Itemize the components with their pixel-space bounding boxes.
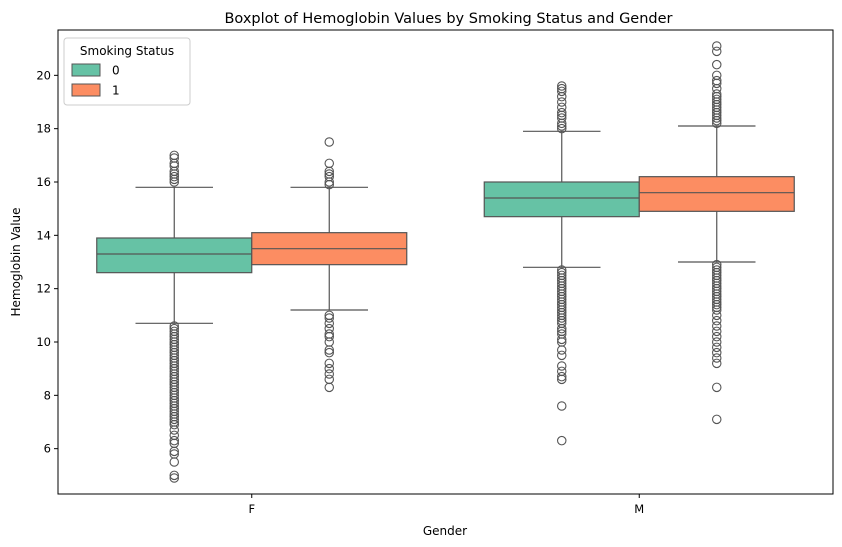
outlier-point bbox=[324, 158, 334, 169]
outlier-point bbox=[711, 321, 722, 331]
outlier-point bbox=[324, 169, 334, 179]
outlier-point bbox=[324, 318, 334, 329]
plot-area bbox=[96, 41, 795, 483]
legend-swatch bbox=[71, 63, 101, 77]
legend-label: 0 bbox=[112, 64, 120, 78]
outlier-point bbox=[711, 337, 722, 347]
outlier-point bbox=[711, 59, 722, 70]
outlier-point bbox=[711, 353, 722, 363]
outlier-point bbox=[556, 123, 567, 134]
outlier-point bbox=[556, 107, 567, 118]
outlier-point bbox=[324, 331, 334, 342]
x-tick-label: F bbox=[248, 502, 255, 516]
outlier-point bbox=[711, 326, 722, 337]
outlier-point bbox=[556, 345, 567, 355]
box-iqr bbox=[483, 181, 640, 218]
outlier-point bbox=[711, 70, 722, 81]
outlier-point bbox=[556, 374, 567, 385]
outlier-point bbox=[556, 83, 567, 94]
y-tick-label: 8 bbox=[44, 388, 51, 402]
outlier-point bbox=[711, 94, 722, 105]
outlier-point bbox=[169, 414, 180, 425]
outlier-point bbox=[556, 401, 567, 411]
y-tick-label: 10 bbox=[36, 335, 51, 349]
outlier-point bbox=[556, 435, 567, 446]
outlier-point bbox=[556, 97, 567, 107]
box-iqr bbox=[638, 176, 795, 212]
outlier-point bbox=[556, 334, 567, 345]
y-tick-label: 18 bbox=[36, 122, 51, 136]
box-iqr bbox=[96, 237, 253, 274]
outlier-point bbox=[711, 358, 722, 369]
outlier-point bbox=[711, 310, 722, 321]
y-tick-label: 14 bbox=[36, 228, 51, 242]
outlier-point bbox=[711, 46, 722, 57]
outlier-point bbox=[711, 75, 722, 86]
outlier-point bbox=[324, 337, 334, 347]
legend-title: Smoking Status bbox=[80, 44, 174, 58]
box-F-series-0 bbox=[96, 150, 253, 483]
outlier-point bbox=[556, 81, 567, 91]
legend: Smoking Status 0 1 bbox=[63, 37, 191, 106]
outlier-point bbox=[711, 382, 722, 393]
outlier-point bbox=[169, 425, 180, 435]
legend-swatch bbox=[71, 83, 101, 97]
outlier-point bbox=[169, 171, 180, 182]
outlier-point bbox=[324, 345, 334, 355]
outlier-point bbox=[169, 435, 180, 446]
outlier-point bbox=[324, 171, 334, 182]
box-F-series-1 bbox=[251, 137, 408, 393]
outlier-point bbox=[711, 414, 722, 425]
y-axis: 6 8 10 12 14 16 18 20 bbox=[36, 68, 58, 456]
outlier-point bbox=[556, 113, 567, 123]
outlier-point bbox=[711, 299, 722, 310]
outlier-point bbox=[556, 313, 567, 323]
outlier-point bbox=[556, 361, 567, 371]
outlier-point bbox=[324, 347, 334, 358]
x-axis-label: Gender bbox=[423, 524, 467, 538]
outlier-point bbox=[169, 473, 180, 483]
y-tick-label: 12 bbox=[36, 282, 51, 296]
outlier-point bbox=[169, 470, 180, 481]
outlier-point bbox=[711, 89, 722, 99]
outlier-point bbox=[169, 153, 180, 163]
legend-label: 1 bbox=[112, 84, 120, 98]
outlier-point bbox=[169, 419, 180, 430]
y-tick-label: 20 bbox=[36, 68, 51, 82]
y-axis-label: Hemoglobin Value bbox=[9, 207, 23, 316]
plot-frame bbox=[57, 29, 834, 495]
outlier-point bbox=[711, 41, 722, 51]
x-tick-label: M bbox=[634, 502, 644, 516]
y-tick-label: 16 bbox=[36, 175, 51, 189]
outlier-point bbox=[324, 382, 334, 393]
outlier-point bbox=[324, 369, 334, 379]
outlier-point bbox=[556, 102, 567, 113]
outlier-point bbox=[711, 347, 722, 358]
outlier-point bbox=[556, 86, 567, 97]
outlier-point bbox=[324, 137, 334, 147]
chart-title: Boxplot of Hemoglobin Values by Smoking … bbox=[224, 11, 672, 27]
outlier-point bbox=[711, 315, 722, 326]
outlier-point bbox=[324, 374, 334, 385]
outlier-point bbox=[324, 363, 334, 374]
outlier-point bbox=[711, 342, 722, 353]
y-tick-label: 6 bbox=[44, 442, 51, 456]
outlier-point bbox=[169, 457, 180, 467]
outlier-point bbox=[556, 350, 567, 361]
outlier-point bbox=[324, 358, 334, 369]
outlier-point bbox=[324, 313, 334, 323]
box-M-series-0 bbox=[483, 81, 640, 446]
outlier-point bbox=[169, 446, 180, 457]
box-M-series-1 bbox=[638, 41, 795, 425]
outlier-point bbox=[711, 331, 722, 342]
outlier-point bbox=[556, 323, 567, 334]
outlier-point bbox=[556, 371, 567, 382]
outlier-point bbox=[711, 305, 722, 315]
outlier-point bbox=[169, 150, 180, 161]
